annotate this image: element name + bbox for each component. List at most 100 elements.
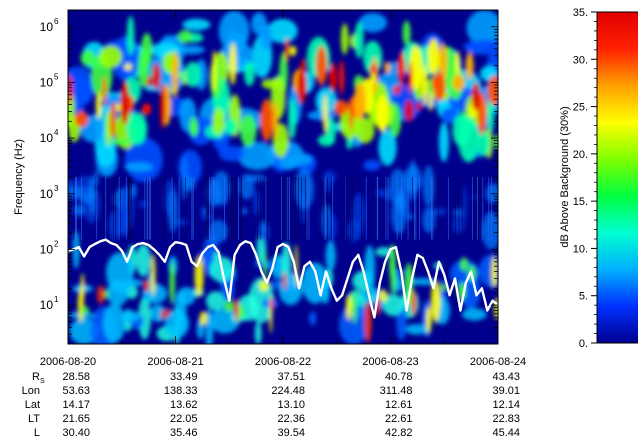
heatmap-region <box>246 174 266 183</box>
heatmap-region <box>352 193 366 233</box>
heatmap-region <box>160 310 167 319</box>
x-tick-label: 2006-08-22 <box>255 356 311 368</box>
y-tick-exponent: 4 <box>54 128 59 137</box>
heatmap-region <box>72 230 80 270</box>
heatmap-region <box>205 291 226 311</box>
heatmap-region <box>159 83 166 129</box>
y-tick-label: 10 <box>40 187 54 201</box>
heatmap-region <box>384 61 391 74</box>
y-tick-label: 10 <box>40 20 54 34</box>
ephemeris-value: 45.44 <box>492 427 520 439</box>
heatmap-region <box>378 289 388 303</box>
heatmap-region <box>460 257 468 272</box>
heatmap-region <box>487 75 498 106</box>
heatmap-region <box>88 176 96 216</box>
heatmap-region <box>120 81 130 125</box>
heatmap-region <box>169 260 176 305</box>
ephemeris-value: 22.83 <box>492 413 520 425</box>
heatmap-region <box>453 208 464 217</box>
heatmap-region <box>260 98 273 142</box>
heatmap-region <box>410 290 417 316</box>
heatmap-region <box>119 185 135 231</box>
x-tick-label: 2006-08-21 <box>147 356 203 368</box>
ephemeris-value: 224.48 <box>271 385 305 397</box>
ephemeris-value: 40.78 <box>385 371 413 383</box>
heatmap-region <box>358 13 387 33</box>
heatmap-region <box>376 94 389 133</box>
colorbar-label: dB Above Background (30%) <box>559 106 571 247</box>
heatmap-region <box>184 61 201 88</box>
colorbar-tick-label: 30. <box>573 54 588 66</box>
ephemeris-value: 35.46 <box>170 427 198 439</box>
heatmap-region <box>164 309 190 339</box>
heatmap-region <box>288 98 297 140</box>
overlay-line <box>68 238 498 319</box>
ephemeris-value: 13.10 <box>277 399 305 411</box>
heatmap-region <box>409 45 423 90</box>
ephemeris-value: 37.51 <box>277 371 305 383</box>
heatmap-region <box>393 85 401 95</box>
heatmap-region <box>74 111 89 128</box>
heatmap-region <box>466 10 498 46</box>
x-axis: 2006-08-20 2006-08-21 2006-08-22 2006-08-23… <box>40 10 526 368</box>
heatmap-region <box>487 95 495 133</box>
heatmap-region <box>218 145 245 162</box>
heatmap-region <box>97 285 105 304</box>
heatmap-region <box>263 250 267 282</box>
ephemeris-value: 39.01 <box>492 385 520 397</box>
colorbar-tick-label: 5. <box>579 291 588 303</box>
heatmap-region <box>124 162 154 172</box>
heatmap-region <box>240 207 248 215</box>
heatmap-region <box>270 298 274 313</box>
heatmap-region <box>272 101 279 141</box>
colorbar-ticks: 0. 5. 10. 15. 20. 25. 30. 35. <box>573 7 597 350</box>
heatmap-region <box>141 103 152 115</box>
x-tick-label: 2006-08-20 <box>40 356 96 368</box>
heatmap-region <box>201 207 208 215</box>
ephemeris-value: 43.43 <box>492 371 520 383</box>
ephemeris-value: 53.63 <box>62 385 90 397</box>
colorbar-gradient <box>597 12 638 343</box>
heatmap-region <box>375 188 389 197</box>
heatmap-region <box>111 138 132 146</box>
heatmap-region <box>95 92 102 119</box>
ephemeris-value: 42.82 <box>385 427 413 439</box>
heatmap-region <box>408 62 413 94</box>
heatmap-region <box>382 294 404 316</box>
heatmap-region <box>404 185 411 221</box>
heatmap-region <box>404 99 414 123</box>
heatmap-region <box>224 299 234 313</box>
heatmap-region <box>141 32 153 68</box>
heatmap-region <box>208 219 228 244</box>
heatmap-region <box>234 298 239 322</box>
heatmap-region <box>237 141 277 170</box>
heatmap-region <box>121 310 139 323</box>
y-tick-label: 10 <box>40 75 54 89</box>
heatmap-region <box>80 306 90 315</box>
heatmap-region <box>229 42 237 85</box>
heatmap-region <box>352 289 357 325</box>
heatmap-region <box>124 63 132 71</box>
ephemeris-value: 311.48 <box>380 385 413 397</box>
heatmap-region <box>455 51 461 76</box>
ephemeris-value: 39.54 <box>277 427 305 439</box>
ephemeris-value: 30.40 <box>62 427 90 439</box>
heatmap-region <box>402 20 411 46</box>
heatmap-region <box>239 114 257 147</box>
heatmap-region <box>422 206 436 234</box>
y-tick-label: 10 <box>40 131 54 145</box>
heatmap-region <box>150 253 156 296</box>
heatmap-region <box>174 219 189 226</box>
heatmap-region <box>284 37 290 62</box>
heatmap-region <box>438 122 449 162</box>
heatmap-region <box>138 296 151 340</box>
heatmap-region <box>477 92 487 135</box>
ephemeris-value: 14.17 <box>62 399 90 411</box>
heatmap-region <box>441 107 459 124</box>
heatmap-region <box>363 159 381 171</box>
colorbar-frame <box>596 11 638 344</box>
heatmap-region <box>378 129 397 166</box>
ephemeris-value: 21.65 <box>62 413 90 425</box>
heatmap-region <box>238 304 245 320</box>
